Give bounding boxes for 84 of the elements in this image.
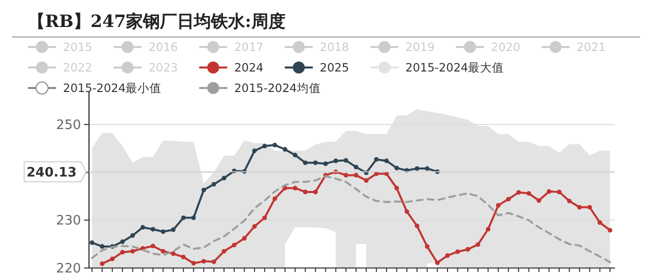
point (170, 227, 176, 232)
point (526, 191, 532, 196)
point (120, 250, 125, 255)
point (506, 196, 511, 202)
point (120, 239, 125, 244)
point (222, 248, 226, 254)
point (333, 158, 338, 164)
legend-label: 2024 (234, 60, 264, 74)
y-tick-label: 250 (56, 118, 81, 133)
point (302, 190, 308, 194)
point (323, 161, 328, 166)
legend-label: 2015-2024最大值 (405, 60, 504, 74)
point (160, 229, 166, 234)
point (455, 249, 460, 254)
point (222, 176, 226, 180)
legend-label: 2015-2024最小值 (63, 81, 162, 95)
point (404, 209, 410, 214)
point (394, 166, 400, 170)
point (181, 254, 186, 260)
point (567, 198, 572, 204)
point (598, 220, 602, 225)
point (100, 261, 104, 266)
point (424, 244, 430, 249)
point (424, 166, 430, 171)
point (556, 190, 562, 194)
chart-title: 【RB】247家钢厂日均铁水:周度 (28, 12, 286, 32)
point (201, 188, 206, 192)
point (466, 247, 470, 252)
point (344, 172, 348, 178)
point (262, 144, 267, 148)
point (90, 240, 94, 245)
point (150, 226, 156, 232)
point (272, 142, 278, 148)
ref-line-label: 240.13 (26, 166, 77, 181)
point (292, 152, 298, 158)
point (414, 224, 420, 228)
point (577, 204, 582, 210)
point (486, 226, 490, 232)
point (414, 166, 420, 171)
legend-label: 2025 (320, 60, 350, 74)
point (496, 203, 501, 208)
point (536, 198, 542, 203)
point (262, 215, 267, 220)
point (302, 160, 308, 166)
point (232, 242, 236, 248)
point (212, 259, 216, 264)
point (181, 215, 186, 220)
point (546, 189, 552, 194)
point (140, 225, 146, 230)
point (170, 251, 176, 256)
point (608, 228, 612, 233)
point (252, 148, 257, 154)
point (110, 256, 115, 262)
point (313, 190, 318, 194)
point (160, 248, 166, 254)
point (587, 204, 592, 210)
point (212, 182, 216, 187)
point (201, 259, 206, 264)
point (313, 160, 318, 166)
point (384, 158, 389, 164)
legend-label: 2015-2024均值 (234, 81, 321, 95)
point (292, 186, 298, 190)
point (242, 236, 247, 241)
y-tick-label: 220 (56, 262, 81, 276)
point (282, 147, 288, 152)
point (150, 244, 156, 248)
point (191, 260, 196, 266)
point (272, 196, 278, 201)
point (445, 253, 450, 258)
point (516, 190, 521, 195)
point (130, 248, 135, 254)
y-tick-label: 230 (56, 214, 81, 229)
point (100, 244, 104, 249)
point (435, 260, 440, 266)
point (374, 157, 379, 162)
point (476, 242, 480, 247)
point (354, 172, 358, 178)
point (344, 158, 348, 163)
point (130, 233, 135, 238)
point (354, 164, 358, 170)
point (252, 224, 257, 229)
point (364, 178, 369, 183)
point (191, 215, 196, 220)
point (394, 186, 400, 190)
